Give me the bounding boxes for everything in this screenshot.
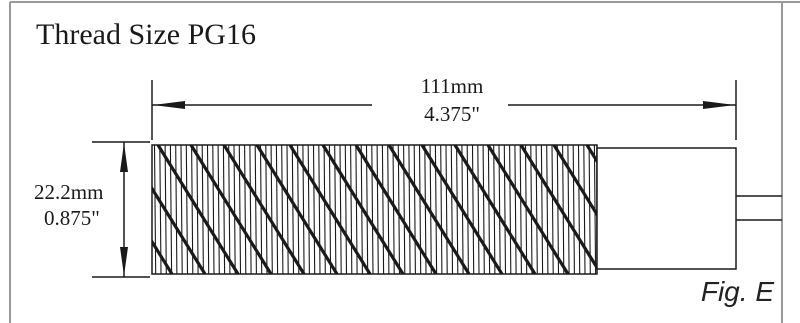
thread-line — [392, 144, 395, 275]
diagram-title: Thread Size PG16 — [36, 18, 256, 51]
thread-line — [291, 144, 295, 275]
thread-line — [450, 144, 454, 275]
thread-line — [376, 144, 379, 275]
thread-line — [281, 144, 284, 275]
thread-line — [275, 144, 279, 275]
thread-line — [397, 144, 401, 275]
thread-helix-line — [420, 145, 504, 274]
thread-line — [588, 144, 591, 275]
thread-line — [445, 144, 448, 275]
thread-line — [307, 144, 310, 275]
thread-line — [339, 144, 342, 275]
thread-line — [244, 144, 247, 275]
thread-line — [381, 144, 385, 275]
thread-line — [212, 144, 215, 275]
thread-line — [546, 144, 549, 275]
thread-helix-line — [189, 145, 273, 274]
diameter-arrow-bottom — [120, 247, 128, 276]
thread-helix-line — [519, 145, 597, 271]
figure-label: Fig. E — [700, 276, 774, 307]
thread-line — [371, 144, 374, 275]
thread-line — [350, 144, 353, 275]
thread-line — [217, 144, 220, 275]
thread-line — [572, 144, 575, 275]
thread-line — [498, 144, 501, 275]
thread-helix-line — [552, 145, 597, 218]
thread-line — [312, 144, 316, 275]
threaded-section — [151, 144, 598, 275]
thread-line — [206, 144, 210, 275]
length-arrow-right — [703, 101, 735, 109]
thread-helix-line — [156, 145, 240, 274]
thread-helix-line — [453, 145, 537, 274]
thread-helix-line — [255, 145, 339, 274]
thread-helix-line — [321, 145, 405, 274]
thread-line — [180, 144, 183, 275]
length-inch-label: 4.375" — [412, 102, 492, 127]
thread-line — [286, 144, 289, 275]
thread-line — [424, 144, 427, 275]
thread-line — [249, 144, 252, 275]
thread-line — [153, 144, 157, 275]
thread-line — [201, 144, 204, 275]
thread-line — [524, 144, 528, 275]
thread-line — [540, 144, 544, 275]
thread-line — [577, 144, 581, 275]
thread-helix-line — [288, 145, 372, 274]
diameter-inch-label: 0.875" — [44, 206, 100, 230]
thread-line — [233, 144, 236, 275]
thread-helix-shading — [152, 145, 597, 274]
thread-helix-line — [354, 145, 438, 274]
thread-line — [562, 144, 565, 275]
thread-line — [265, 144, 268, 275]
thread-helix-line — [152, 185, 207, 274]
thread-line — [471, 144, 475, 275]
thread-helix-line — [152, 238, 174, 274]
thread-line — [503, 144, 507, 275]
thread-line — [238, 144, 242, 275]
thread-line — [583, 144, 586, 275]
length-arrow-left — [153, 101, 185, 109]
thread-line — [408, 144, 411, 275]
thread-line — [159, 144, 162, 275]
thread-line — [175, 144, 178, 275]
thread-line — [344, 144, 348, 275]
diameter-mm-label: 22.2mm — [34, 180, 104, 204]
thread-line — [259, 144, 263, 275]
thread-helix-line — [222, 145, 306, 274]
thread-line — [318, 144, 321, 275]
thread-line — [413, 144, 416, 275]
thread-line — [440, 144, 443, 275]
thread-line — [509, 144, 512, 275]
thread-helix-line — [387, 145, 471, 274]
thread-line — [185, 144, 189, 275]
thread-line — [556, 144, 560, 275]
thread-line — [530, 144, 533, 275]
thread-line — [456, 144, 459, 275]
thread-line — [477, 144, 480, 275]
diameter-arrow-top — [120, 143, 128, 172]
thread-line — [482, 144, 485, 275]
thread-line — [514, 144, 517, 275]
thread-line — [535, 144, 538, 275]
length-mm-label: 111mm — [412, 74, 492, 99]
thread-helix-line — [486, 145, 570, 274]
thread-line — [365, 144, 369, 275]
sensor-body — [596, 147, 737, 270]
thread-line — [418, 144, 422, 275]
